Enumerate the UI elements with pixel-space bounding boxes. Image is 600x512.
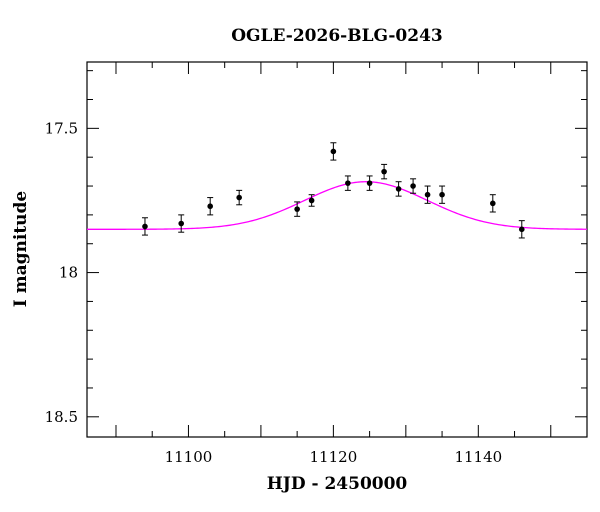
data-point-marker [395,186,402,192]
y-tick-label: 18 [59,264,78,282]
y-axis-tick-labels: 17.5 18 18.5 [45,119,78,425]
data-point-9 [366,175,373,191]
model-curve-layer [87,181,588,230]
data-point-marker [207,203,213,210]
data-point-marker [330,148,337,155]
data-point-3 [207,197,214,216]
data-point-8 [344,175,351,191]
data-point-marker [142,223,148,230]
y-tick-label: 18.5 [45,408,78,426]
y-axis-ticks [87,70,587,418]
data-point-marker [294,206,300,212]
data-point-13 [424,185,431,204]
data-point-2 [178,214,185,233]
x-axis-ticks [115,62,588,437]
data-point-marker [178,220,185,227]
data-point-12 [410,178,417,194]
x-axis-label: HJD - 2450000 [267,474,408,494]
data-point-1 [141,217,148,236]
data-point-marker [381,168,387,175]
data-point-marker [366,180,373,186]
data-points-layer [141,142,525,239]
data-point-marker [410,183,416,189]
y-axis-label: I magnitude [11,191,31,308]
data-point-marker [518,226,525,233]
x-tick-label: 11140 [454,448,502,466]
data-point-marker [345,180,351,186]
data-point-16 [518,220,525,239]
data-point-marker [424,191,431,198]
x-axis-tick-labels: 11100 11120 11140 [165,448,503,466]
data-point-15 [489,194,496,213]
model-curve [87,181,588,230]
data-point-7 [330,142,337,161]
data-point-marker [236,194,242,201]
data-point-marker [439,191,445,198]
data-point-marker [489,200,496,207]
data-point-5 [294,201,301,217]
data-point-14 [439,185,446,204]
plot-frame [86,61,588,438]
data-point-10 [381,163,388,180]
x-tick-label: 11100 [165,448,213,466]
y-tick-label: 17.5 [45,119,78,137]
x-tick-label: 11120 [310,448,358,466]
data-point-marker [308,197,315,204]
data-point-6 [308,194,315,207]
data-point-11 [395,181,402,197]
chart-title: OGLE-2026-BLG-0243 [231,26,443,46]
data-point-4 [236,189,243,206]
